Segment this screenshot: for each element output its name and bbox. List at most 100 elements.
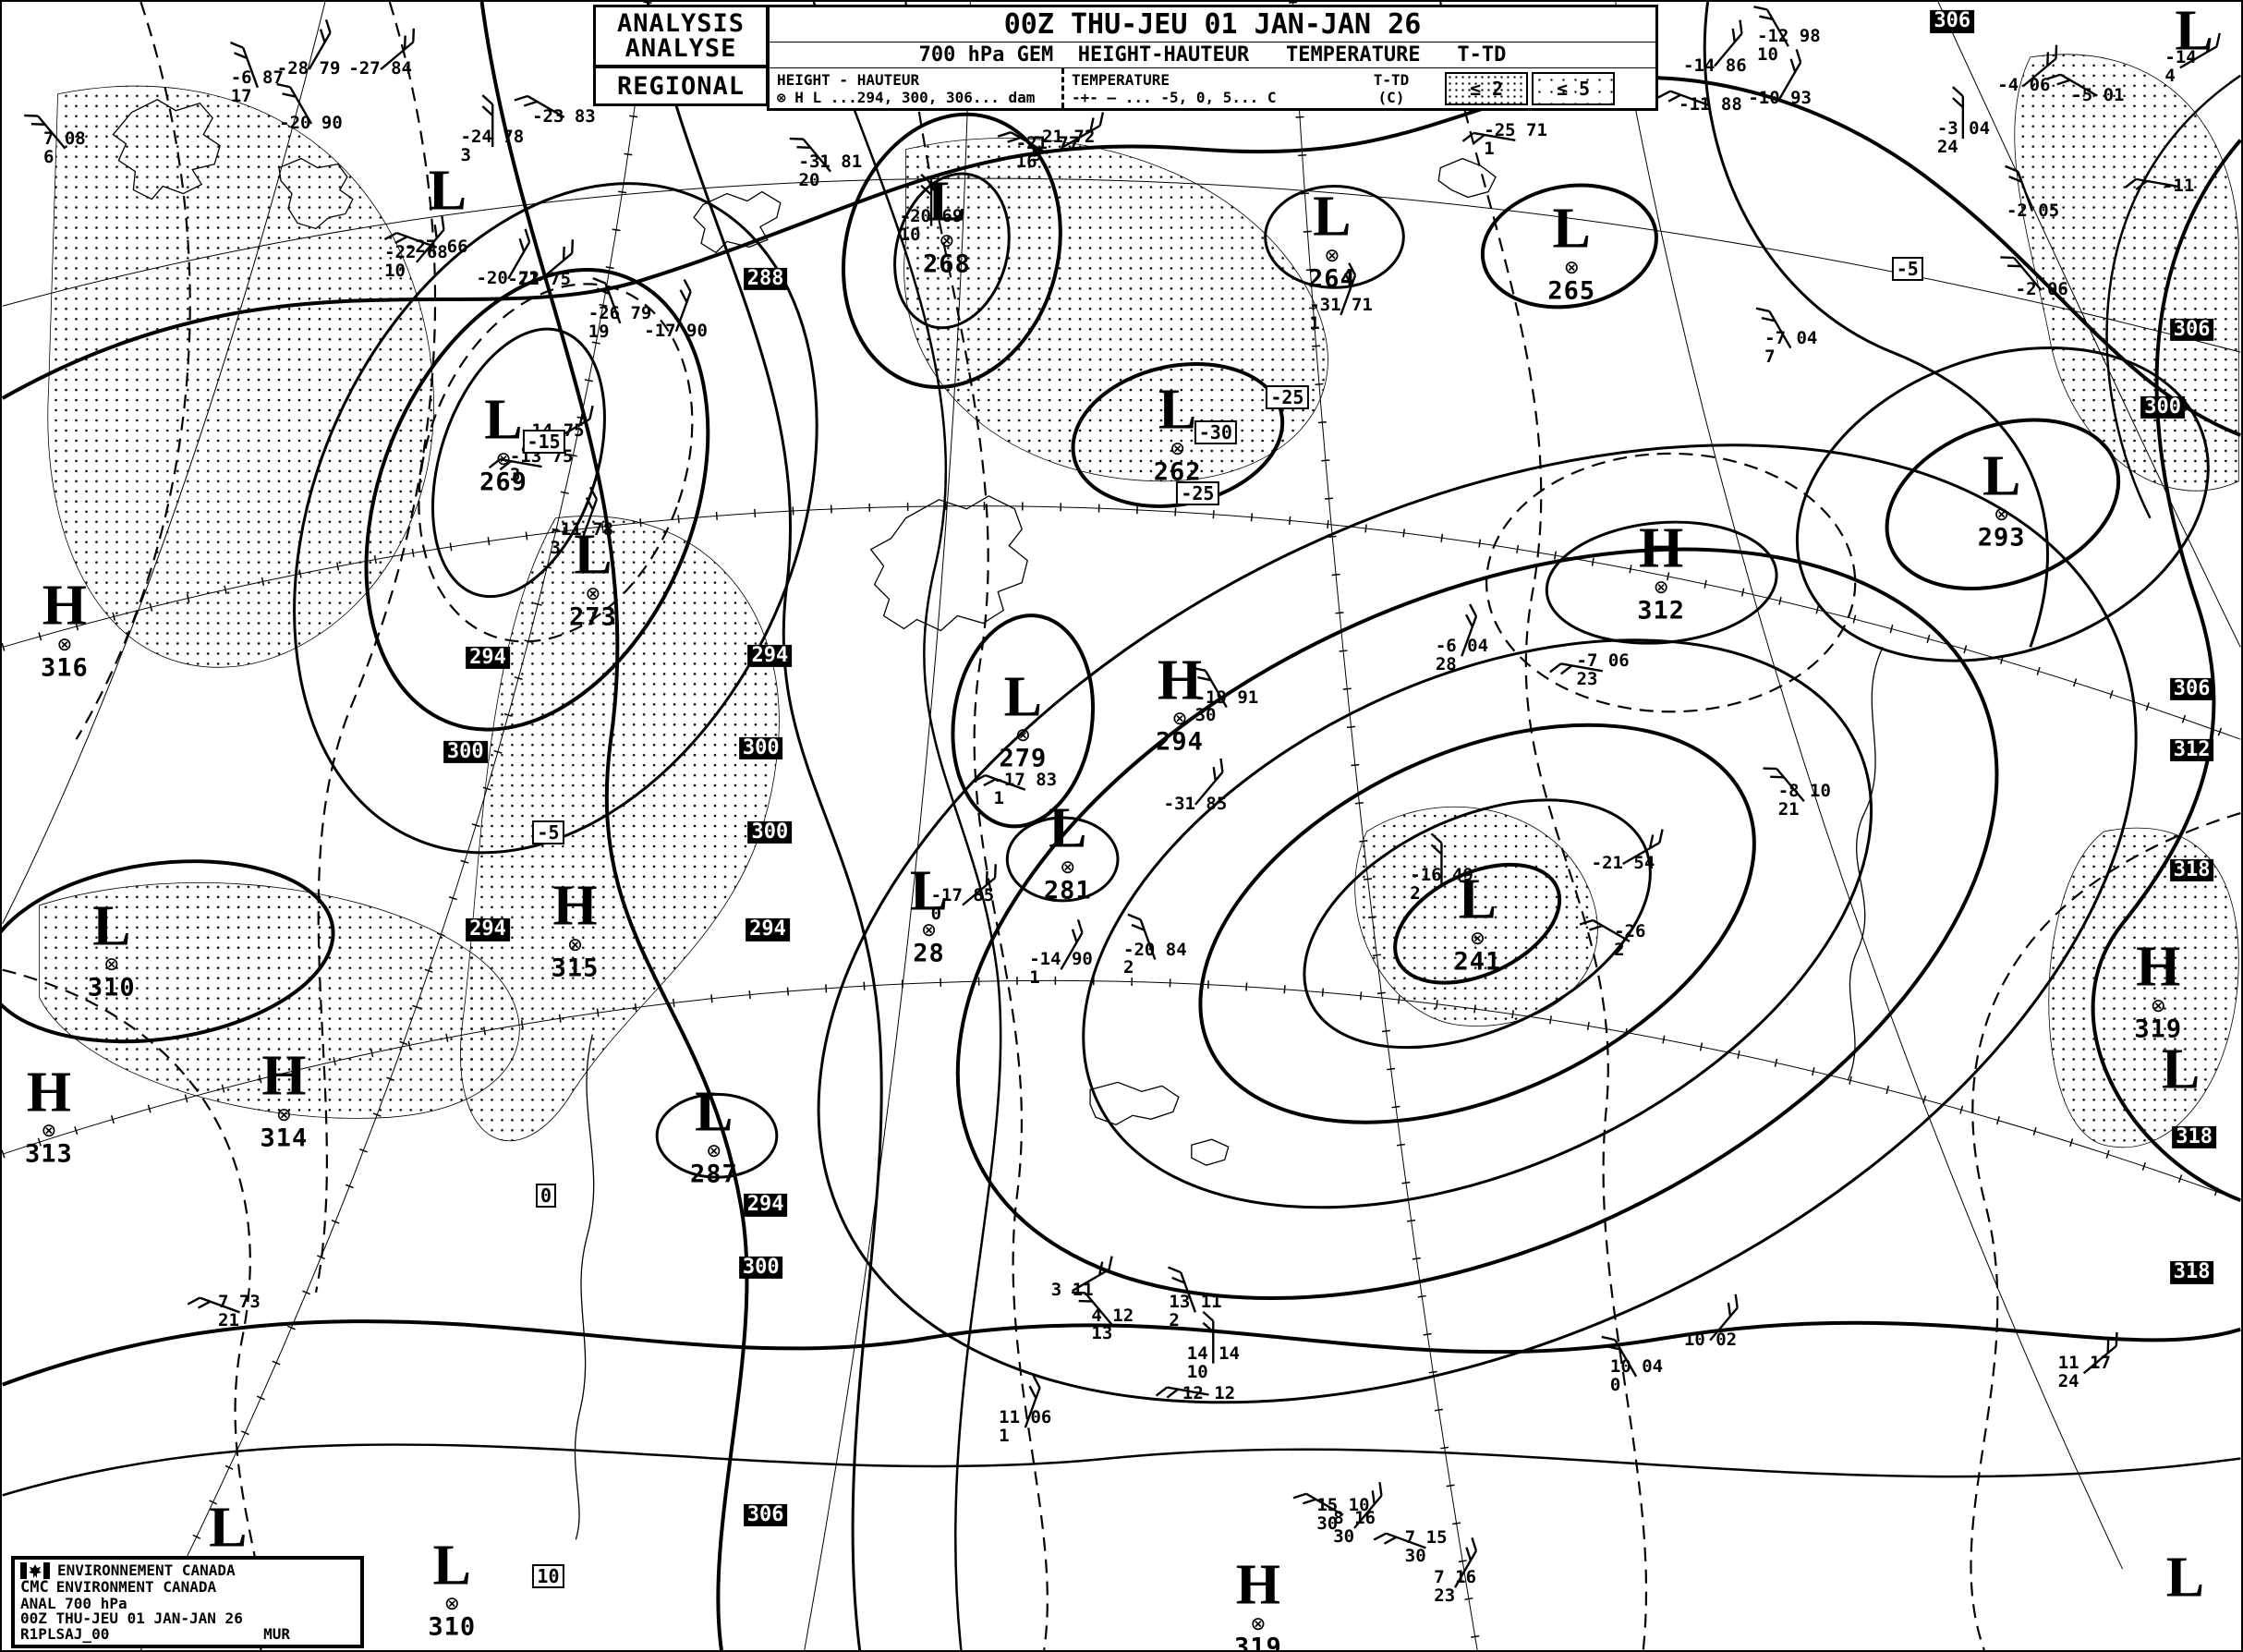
analysis-label-en: ANALYSIS <box>616 9 746 38</box>
height-contour-label: 318 <box>2172 1125 2216 1149</box>
center-position-icon: ⊗ <box>707 1136 721 1164</box>
height-contour-label: 318 <box>2169 858 2214 882</box>
wind-barb <box>674 278 692 333</box>
center-position-icon: ⊗ <box>42 1117 56 1145</box>
height-contour-label: 300 <box>738 736 783 760</box>
wind-barb <box>2022 44 2058 87</box>
station-plot: 11 17 24 <box>2057 1353 2111 1392</box>
low-center-glyph: L <box>2165 1546 2205 1609</box>
center-height-value: 273 <box>569 602 617 632</box>
low-center-glyph: L <box>1003 665 1043 729</box>
low-center-glyph: L <box>92 894 131 958</box>
center-position-icon: ⊗ <box>276 1100 291 1128</box>
footer-org-en: ENVIRONMENT CANADA <box>55 1578 217 1597</box>
center-height-value: 281 <box>1043 876 1092 905</box>
station-plot: 8 16 30 <box>1333 1508 1376 1547</box>
center-height-value: 265 <box>1547 276 1596 306</box>
station-plot: -17 83 1 <box>993 769 1058 808</box>
station-plot: -20 84 2 <box>1123 939 1187 978</box>
wind-barb <box>997 131 1049 155</box>
legend-ttd: T-TD (C) <box>1338 68 1445 108</box>
station-plot: 12 12 <box>1182 1383 1236 1404</box>
low-center-glyph: L <box>428 159 467 223</box>
station-plot: -2 06 <box>2015 279 2068 300</box>
low-center-glyph: L <box>1552 197 1591 261</box>
legend-height-title: HEIGHT - HAUTEUR <box>777 70 920 89</box>
center-position-icon: ⊗ <box>1994 500 2009 528</box>
station-plot: 7 73 21 <box>218 1292 261 1331</box>
wind-barb <box>2046 73 2098 97</box>
station-plot: -14 90 1 <box>1029 949 1093 989</box>
center-height-value: 293 <box>1977 523 2026 553</box>
chart-title-box: 00Z THU-JEU 01 JAN-JAN 26 <box>767 5 1658 44</box>
height-contour-label: 294 <box>747 644 793 668</box>
wind-barb <box>789 137 832 173</box>
legend-ttd-samples: ≤ 2 ≤ 5 <box>1445 68 1655 108</box>
station-plot: -14 86 <box>1683 55 1747 76</box>
wind-barb <box>1461 131 1516 144</box>
regional-label: REGIONAL <box>616 71 746 101</box>
high-center-glyph: H <box>1157 649 1203 712</box>
footer-run-id: R1PLSAJ_00 <box>20 1625 110 1643</box>
height-contour-label: 312 <box>2169 738 2214 762</box>
station-plot: -6 87 17 <box>230 67 284 106</box>
low-center-glyph: L <box>574 523 612 587</box>
wind-barb <box>481 94 494 147</box>
wind-barb <box>1373 1532 1426 1549</box>
station-plot: -20 90 <box>279 113 343 134</box>
wind-barb <box>592 277 622 324</box>
center-position-icon: ⊗ <box>568 930 583 958</box>
center-height-value: 315 <box>551 954 600 983</box>
height-contour-label: 294 <box>746 918 790 941</box>
height-contour-label: 306 <box>2169 677 2214 701</box>
station-plot: 13 11 2 <box>1169 1292 1222 1331</box>
center-height-value: 314 <box>260 1124 309 1153</box>
pressure-center-l-281: L ⊗ 281 <box>1043 800 1092 905</box>
station-plot: -25 71 1 <box>1484 119 1547 159</box>
pressure-center-h-313: H ⊗ 313 <box>25 1064 73 1168</box>
height-contour-label: 300 <box>2140 395 2186 419</box>
station-plot: -17 90 <box>644 320 708 341</box>
center-height-value: 287 <box>689 1160 738 1189</box>
pressure-center-l-279: L ⊗ 279 <box>999 665 1047 771</box>
pressure-center-l-273: L ⊗ 273 <box>569 523 617 632</box>
chart-subtitle: 700 hPa GEM HEIGHT-HAUTEUR TEMPERATURE T… <box>918 43 1507 67</box>
high-center-glyph: H <box>1235 1553 1280 1617</box>
low-center-glyph: L <box>1458 868 1497 931</box>
wind-barb <box>1579 918 1631 942</box>
pressure-center-l: L <box>2162 1041 2200 1099</box>
station-plot: -19 91 30 <box>1194 686 1259 726</box>
high-center-glyph: H <box>42 575 87 638</box>
station-plot: -17 85 0 <box>930 884 995 924</box>
high-center-glyph: H <box>261 1044 307 1108</box>
height-contour-label: 306 <box>2169 318 2214 342</box>
station-plot: -6 04 28 <box>1435 636 1489 675</box>
station-plot: -16 49 2 <box>1410 865 1473 905</box>
wind-barb <box>1192 666 1228 709</box>
wind-barb <box>2000 256 2043 291</box>
height-contour-label: 306 <box>743 1503 788 1526</box>
center-position-icon: ⊗ <box>1564 253 1579 281</box>
canada-flag-icon <box>20 1562 50 1579</box>
pressure-center-h-319: H ⊗ 319 <box>2134 939 2182 1042</box>
station-plot: -26 2 <box>1614 920 1646 960</box>
pressure-center-l-269: L ⊗ 269 <box>479 392 527 495</box>
low-center-glyph: L <box>928 171 966 235</box>
pressure-center-h-315: H ⊗ 315 <box>551 878 600 983</box>
wind-barb <box>1622 829 1664 866</box>
wind-barb <box>539 239 575 282</box>
wind-barb <box>514 94 565 118</box>
height-contour-label: 306 <box>1930 10 1975 33</box>
station-plot: -22 68 10 <box>384 241 448 281</box>
station-plot: -14 4 <box>2164 47 2197 87</box>
wind-barb <box>1778 49 1802 100</box>
temperature-contour-label: 10 <box>532 1563 564 1588</box>
center-position-icon: ⊗ <box>57 630 72 658</box>
station-plot: 10 04 0 <box>1609 1355 1664 1395</box>
legend-ttd-title: T-TD <box>1373 70 1410 89</box>
wind-barb <box>920 173 933 226</box>
wind-barb <box>1453 1537 1478 1588</box>
wind-barb <box>230 41 260 89</box>
low-center-glyph: L <box>432 1534 471 1597</box>
